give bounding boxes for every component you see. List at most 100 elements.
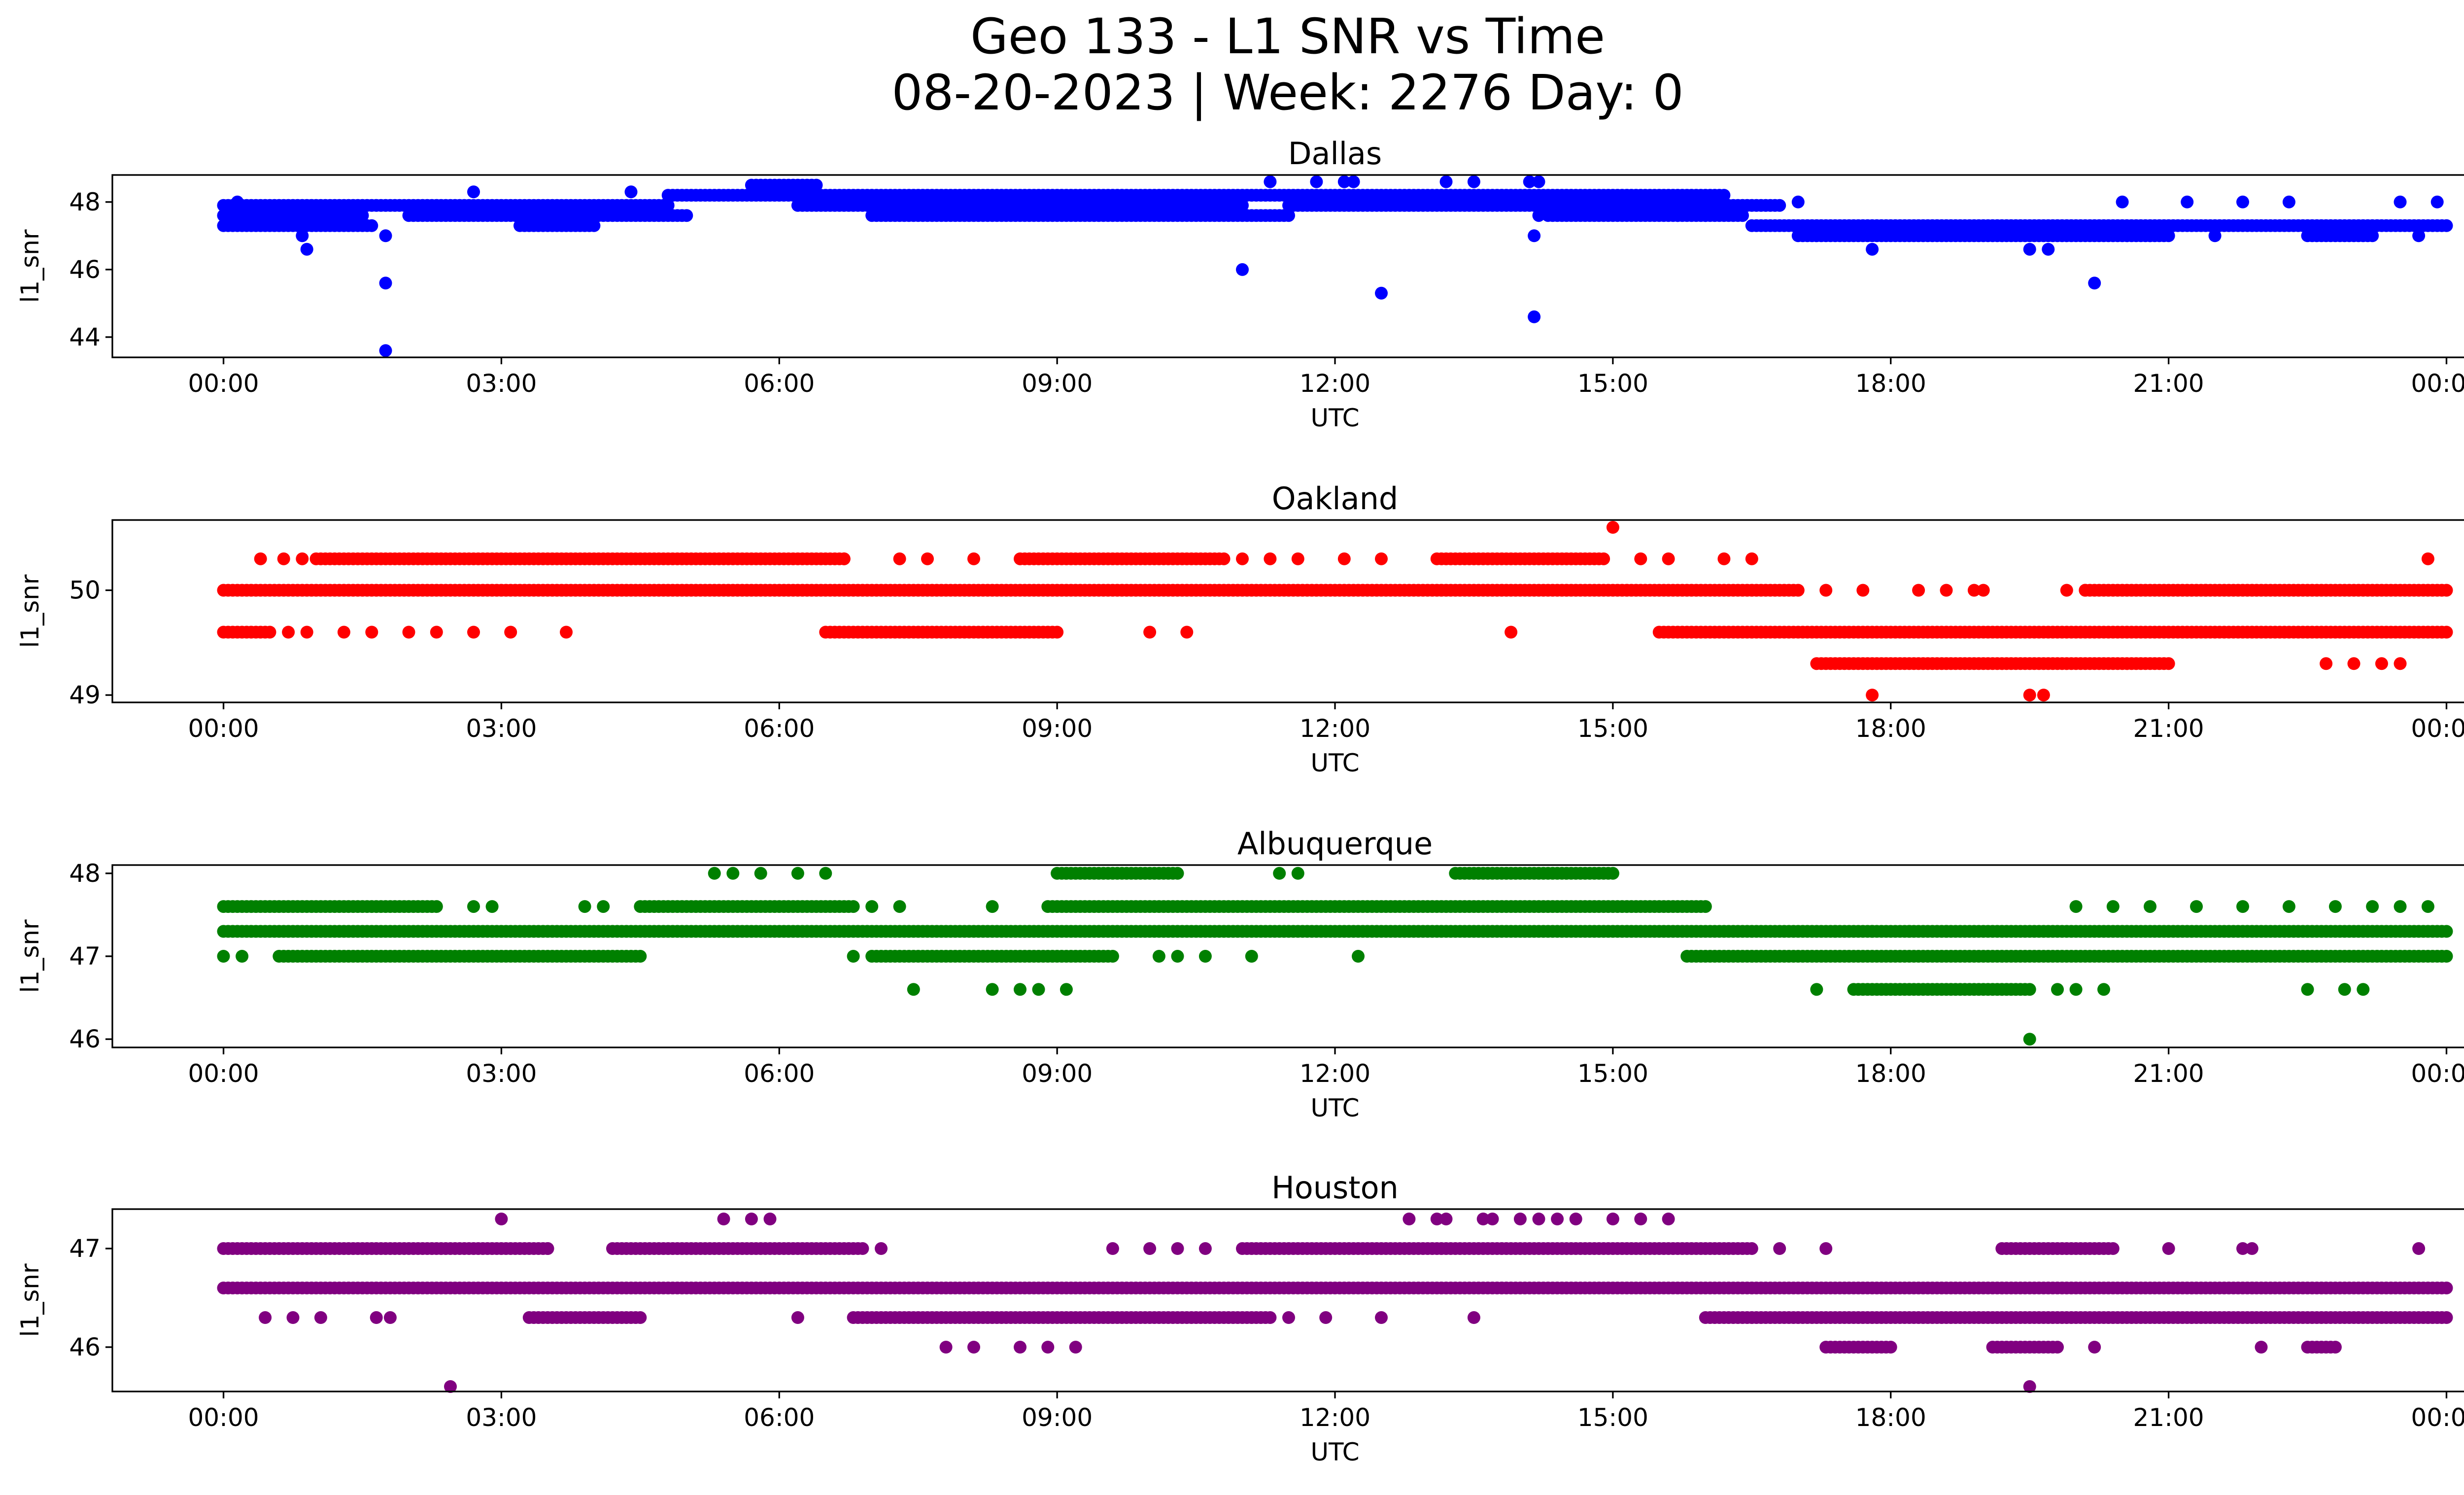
data-point xyxy=(1273,867,1286,880)
data-point xyxy=(379,229,392,243)
data-point xyxy=(847,900,860,913)
data-point xyxy=(430,900,443,913)
data-point xyxy=(365,219,378,232)
y-tick-label: 48 xyxy=(69,859,101,888)
data-point xyxy=(467,626,480,639)
data-point xyxy=(1569,1213,1582,1225)
data-point xyxy=(624,185,638,199)
data-points xyxy=(217,521,2453,702)
data-point xyxy=(634,950,647,963)
data-point xyxy=(1171,950,1184,963)
x-axis-label: UTC xyxy=(1310,1438,1359,1466)
data-point xyxy=(1264,175,1277,188)
subplot-title: Oakland xyxy=(1272,481,1399,517)
data-point xyxy=(2440,584,2453,597)
y-tick-label: 49 xyxy=(69,681,101,709)
data-point xyxy=(754,867,767,880)
data-point xyxy=(1745,552,1758,565)
data-point xyxy=(921,552,934,565)
data-point xyxy=(383,1311,397,1324)
data-point xyxy=(282,626,295,639)
data-point xyxy=(1439,1213,1453,1225)
data-point xyxy=(661,199,675,212)
data-point xyxy=(1773,199,1786,212)
data-point xyxy=(2255,1341,2268,1354)
data-point xyxy=(2412,229,2426,243)
subplot-title: Albuquerque xyxy=(1237,826,1433,862)
data-point xyxy=(1291,867,1304,880)
data-point xyxy=(819,867,832,880)
data-point xyxy=(1152,950,1165,963)
figure-title-line1: Geo 133 - L1 SNR vs Time xyxy=(970,8,1605,65)
data-point xyxy=(2088,1341,2101,1354)
data-point xyxy=(2430,195,2444,209)
data-point xyxy=(2060,584,2073,597)
data-point xyxy=(2301,983,2314,996)
data-point xyxy=(1337,175,1351,188)
data-points xyxy=(217,175,2453,357)
data-point xyxy=(2051,983,2064,996)
x-tick-label: 09:00 xyxy=(1022,1403,1093,1432)
data-point xyxy=(939,1341,953,1354)
data-point xyxy=(2412,1242,2426,1255)
data-point xyxy=(865,900,879,913)
data-point xyxy=(236,950,249,963)
data-points xyxy=(217,867,2453,1046)
data-point xyxy=(1375,552,1388,565)
x-tick-label: 12:00 xyxy=(1300,1059,1370,1088)
data-point xyxy=(1791,195,1805,209)
data-point xyxy=(1171,867,1184,880)
data-point xyxy=(2338,983,2351,996)
data-points xyxy=(217,1213,2453,1393)
data-point xyxy=(217,950,230,963)
data-point xyxy=(1532,209,1545,222)
data-point xyxy=(2069,900,2083,913)
data-point xyxy=(2106,900,2120,913)
data-point xyxy=(1829,925,1842,938)
data-point xyxy=(1528,310,1541,323)
data-point xyxy=(1940,584,1953,597)
data-point xyxy=(2042,243,2055,256)
data-point xyxy=(1528,229,1541,243)
data-point xyxy=(2440,1311,2453,1324)
data-point xyxy=(847,950,860,963)
data-point xyxy=(1866,925,1879,938)
data-point xyxy=(986,900,999,913)
data-point xyxy=(2375,657,2388,670)
data-point xyxy=(634,1311,647,1324)
x-tick-label: 15:00 xyxy=(1577,1403,1648,1432)
y-tick-label: 46 xyxy=(69,255,101,284)
data-point xyxy=(2440,1282,2453,1294)
data-point xyxy=(1375,1311,1388,1324)
data-point xyxy=(2440,219,2453,232)
data-point xyxy=(1180,626,1194,639)
data-point xyxy=(1597,552,1610,565)
data-point xyxy=(1745,1242,1758,1255)
data-point xyxy=(2421,552,2434,565)
data-point xyxy=(314,1311,327,1324)
data-point xyxy=(379,344,392,357)
data-point xyxy=(2245,1242,2259,1255)
x-tick-label: 06:00 xyxy=(744,714,815,743)
data-point xyxy=(1347,175,1360,188)
data-point xyxy=(2181,195,2194,209)
data-point xyxy=(2394,657,2407,670)
x-tick-label: 21:00 xyxy=(2133,1403,2204,1432)
data-point xyxy=(1662,552,1675,565)
data-point xyxy=(1143,1242,1157,1255)
data-point xyxy=(370,1311,383,1324)
data-point xyxy=(1856,584,1870,597)
data-point xyxy=(2037,689,2050,702)
data-point xyxy=(1736,209,1749,222)
data-point xyxy=(444,1380,457,1393)
data-point xyxy=(1940,925,1953,938)
data-point xyxy=(1352,950,1365,963)
subplots: Dallas 00:00 03:00 06:00 09:00 12:00 15:00 18:0… xyxy=(16,136,2464,1466)
data-point xyxy=(2236,195,2249,209)
data-point xyxy=(1014,1341,1027,1354)
x-tick-label: 00:00 xyxy=(2411,1059,2464,1088)
subplot-oakland: Oakland 00:00 03:00 06:00 09:00 12:00 15:00 18:… xyxy=(16,481,2464,777)
data-point xyxy=(2199,584,2212,597)
x-axis-label: UTC xyxy=(1310,404,1359,432)
